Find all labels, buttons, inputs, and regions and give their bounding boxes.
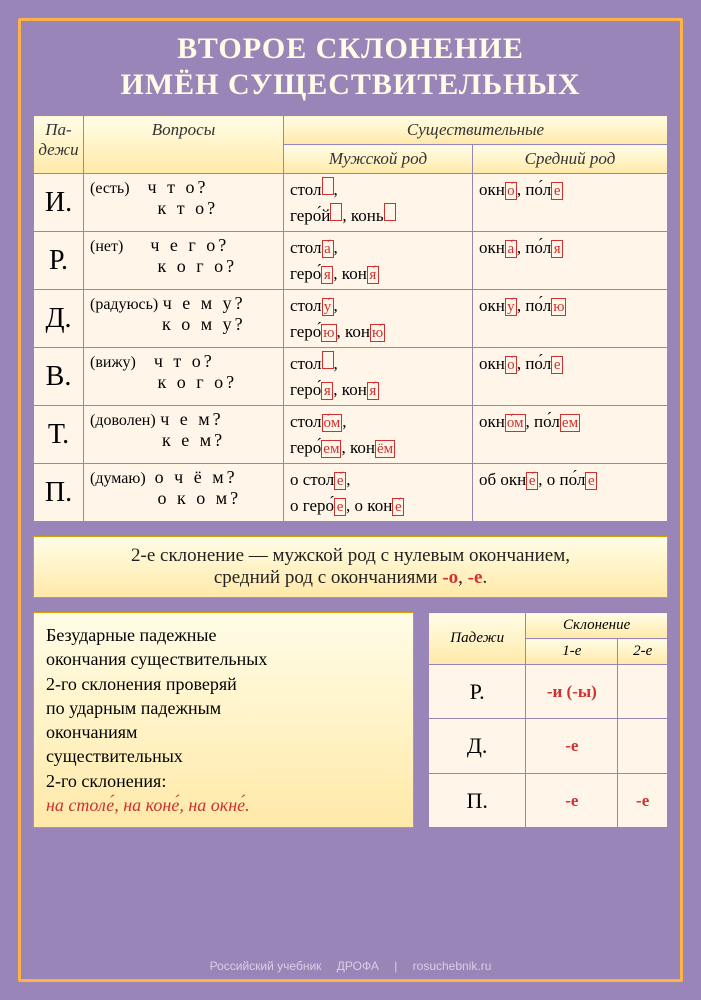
- mini-val: [618, 665, 668, 719]
- table-row: П. -е -е: [429, 773, 668, 827]
- ending-box: [330, 203, 342, 221]
- note-ending-o: -о: [442, 567, 458, 588]
- ending-box: о́м: [322, 414, 343, 432]
- case-label: И.: [34, 174, 84, 232]
- poster-frame: ВТОРОЕ СКЛОНЕНИЕ ИМЁН СУЩЕСТВИТЕЛЬНЫХ Па…: [18, 18, 683, 982]
- neut-cell: окно́, по́ле: [472, 174, 667, 232]
- note-ending-e: -е: [468, 567, 483, 588]
- ending-box: ю́: [370, 324, 385, 342]
- mini-val: -е: [526, 719, 618, 773]
- ending-box: е: [551, 356, 563, 374]
- ending-box: е́: [526, 472, 538, 490]
- neut-cell: окно́, по́ле: [472, 348, 667, 406]
- neut-cell: окну́, по́лю: [472, 290, 667, 348]
- ending-box: о́м: [505, 414, 526, 432]
- table-row: В. (вижу) ч т о? к о г о? стол, геро́я, …: [34, 348, 668, 406]
- ending-box: ем: [560, 414, 580, 432]
- masc-cell: стола́, геро́я, коня́: [284, 232, 473, 290]
- mini-case: П.: [429, 773, 526, 827]
- masc-cell: стол, геро́я, коня́: [284, 348, 473, 406]
- ending-box: о́: [505, 356, 517, 374]
- ending-box: ю: [321, 324, 336, 342]
- question-cell: (вижу) ч т о? к о г о?: [84, 348, 284, 406]
- title-line-1: ВТОРОЕ СКЛОНЕНИЕ: [177, 32, 524, 65]
- mini-val: -и (-ы): [526, 665, 618, 719]
- mini-th-1: 1-е: [526, 639, 618, 665]
- page-title: ВТОРОЕ СКЛОНЕНИЕ ИМЁН СУЩЕСТВИТЕЛЬНЫХ: [33, 31, 668, 103]
- ending-box: я: [551, 240, 563, 258]
- ending-box: а́: [505, 240, 517, 258]
- ending-box: ём: [375, 440, 395, 458]
- case-label: П.: [34, 464, 84, 522]
- declension-table: Па- дежи Вопросы Существительные Мужской…: [33, 115, 668, 522]
- ending-box: ем: [321, 440, 341, 458]
- title-line-2: ИМЁН СУЩЕСТВИТЕЛЬНЫХ: [120, 68, 580, 101]
- note-line1: 2-е склонение — мужской род с нулевым ок…: [131, 545, 570, 566]
- case-label: Р.: [34, 232, 84, 290]
- ending-box: у́: [322, 298, 334, 316]
- neut-cell: окно́м, по́лем: [472, 406, 667, 464]
- question-cell: (радуюсь) ч е м у? к о м у?: [84, 290, 284, 348]
- ending-box: я: [321, 382, 333, 400]
- ending-box: я́: [367, 382, 379, 400]
- table-row: Р. -и (-ы): [429, 665, 668, 719]
- ending-box: я: [321, 266, 333, 284]
- mini-th-decl: Склонение: [526, 613, 668, 639]
- footer: Российский учебник ДРОФА | rosuchebnik.r…: [21, 959, 680, 973]
- table-row: Д. -е: [429, 719, 668, 773]
- note-line2a: средний род с окончаниями: [214, 567, 443, 588]
- question-cell: (доволен) ч е м? к е м?: [84, 406, 284, 464]
- mini-declension-table: Падежи Склонение 1-е 2-е Р. -и (-ы) Д. -…: [428, 612, 668, 828]
- th-cases: Па- дежи: [34, 116, 84, 174]
- ending-box: е: [334, 498, 346, 516]
- definition-note: 2-е склонение — мужской род с нулевым ок…: [33, 536, 668, 598]
- ending-box: а́: [322, 240, 334, 258]
- mini-val: -е: [618, 773, 668, 827]
- ending-box: у́: [505, 298, 517, 316]
- ending-box: я́: [367, 266, 379, 284]
- footer-url: rosuchebnik.ru: [413, 959, 492, 973]
- question-cell: (есть) ч т о? к т о?: [84, 174, 284, 232]
- footer-brand: ДРОФА: [337, 959, 379, 973]
- case-label: Д.: [34, 290, 84, 348]
- ending-box: [384, 203, 396, 221]
- case-label: В.: [34, 348, 84, 406]
- table-row: Р. (нет) ч е г о? к о г о? стола́, геро́…: [34, 232, 668, 290]
- masc-cell: столо́м, геро́ем, конём: [284, 406, 473, 464]
- th-neut: Средний род: [472, 145, 667, 174]
- advice-examples: на столе́, на коне́, на окне́.: [46, 795, 250, 815]
- ending-box: е: [585, 472, 597, 490]
- masc-cell: о столе́, о геро́е, о коне́: [284, 464, 473, 522]
- th-nouns: Существительные: [284, 116, 668, 145]
- mini-th-2: 2-е: [618, 639, 668, 665]
- mini-th-cases: Падежи: [429, 613, 526, 665]
- bottom-row: Безударные падежные окончания существите…: [33, 612, 668, 828]
- case-label: Т.: [34, 406, 84, 464]
- mini-case: Д.: [429, 719, 526, 773]
- ending-box: ю: [551, 298, 566, 316]
- advice-box: Безударные падежные окончания существите…: [33, 612, 414, 828]
- neut-cell: окна́, по́ля: [472, 232, 667, 290]
- ending-box: е́: [392, 498, 404, 516]
- ending-box: [322, 351, 334, 369]
- masc-cell: столу́, геро́ю, коню́: [284, 290, 473, 348]
- table-row: И. (есть) ч т о? к т о? стол, геро́й, ко…: [34, 174, 668, 232]
- ending-box: о́: [505, 182, 517, 200]
- table-row: Д. (радуюсь) ч е м у? к о м у? столу́, г…: [34, 290, 668, 348]
- th-questions: Вопросы: [84, 116, 284, 174]
- mini-val: [618, 719, 668, 773]
- neut-cell: об окне́, о по́ле: [472, 464, 667, 522]
- question-cell: (думаю) о ч ё м? о к о м?: [84, 464, 284, 522]
- table-row: Т. (доволен) ч е м? к е м? столо́м, геро…: [34, 406, 668, 464]
- th-masc: Мужской род: [284, 145, 473, 174]
- footer-publisher: Российский учебник: [210, 959, 322, 973]
- masc-cell: стол, геро́й, конь: [284, 174, 473, 232]
- ending-box: е́: [334, 472, 346, 490]
- table-row: П. (думаю) о ч ё м? о к о м? о столе́, о…: [34, 464, 668, 522]
- ending-box: [322, 177, 334, 195]
- mini-val: -е: [526, 773, 618, 827]
- ending-box: е: [551, 182, 563, 200]
- question-cell: (нет) ч е г о? к о г о?: [84, 232, 284, 290]
- mini-case: Р.: [429, 665, 526, 719]
